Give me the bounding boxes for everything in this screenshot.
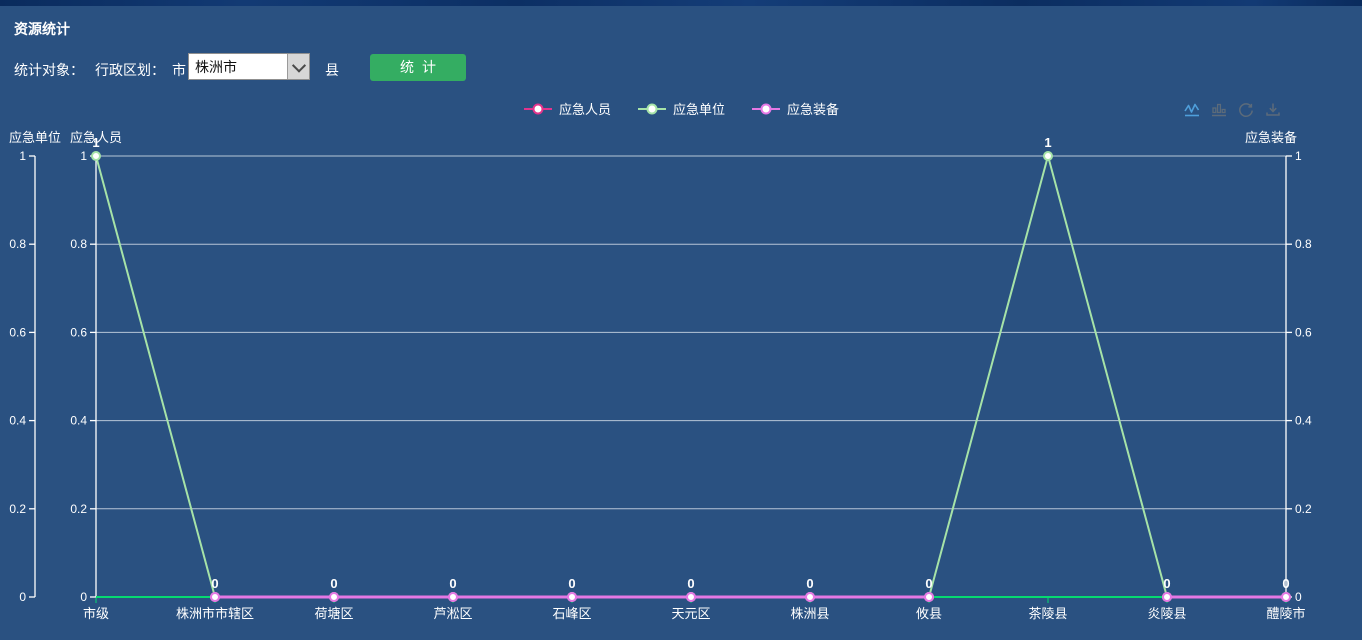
legend-item-label: 应急单位 [672, 102, 725, 117]
y-axis-tick-label: 0.6 [9, 325, 26, 339]
x-axis-label: 茶陵县 [1028, 606, 1067, 621]
legend-marker-icon [637, 103, 666, 114]
legend-item-unit[interactable]: 应急单位 [637, 99, 725, 118]
data-point-label: 0 [449, 576, 456, 591]
city-select-value: 株洲市 [195, 58, 237, 75]
data-point-label: 0 [211, 576, 218, 591]
legend-item-personnel[interactable]: 应急人员 [523, 99, 611, 118]
data-point-label: 0 [925, 576, 932, 591]
y-axis-tick-label: 0 [1295, 590, 1302, 604]
county-label: 县 [325, 62, 339, 78]
x-axis-label: 株洲市市辖区 [176, 606, 254, 621]
x-axis-label: 攸县 [916, 606, 942, 621]
y-axis-tick-label: 1 [19, 149, 26, 163]
top-navigation-strip [0, 0, 1362, 6]
data-point-marker-equipment [1281, 592, 1291, 602]
y-axis-tick-label: 1 [1295, 149, 1302, 163]
y-axis-tick-label: 0.4 [70, 414, 87, 428]
y-axis-tick-label: 0.8 [9, 237, 26, 251]
x-axis-label: 芦淞区 [433, 606, 472, 621]
legend-item-label: 应急人员 [558, 102, 611, 117]
y-axis-tick-label: 0.4 [1295, 414, 1312, 428]
data-point-marker-equipment [210, 592, 220, 602]
data-point-label: 0 [330, 576, 337, 591]
x-axis-label: 荷塘区 [314, 606, 353, 621]
legend-marker-icon [523, 103, 552, 114]
statistics-button[interactable]: 统计 [370, 54, 466, 81]
x-axis-label: 株洲县 [790, 606, 829, 621]
data-point-marker-unit [91, 151, 101, 161]
data-point-marker-equipment [1162, 592, 1172, 602]
x-axis-label: 天元区 [671, 606, 710, 621]
y-axis-name: 应急人员 [70, 130, 122, 145]
chart-legend: 应急人员 应急单位 应急装备 [0, 99, 1362, 118]
switch-to-line-chart-icon[interactable] [1183, 101, 1201, 119]
x-axis-label: 市级 [83, 606, 109, 621]
data-point-marker-equipment [924, 592, 934, 602]
data-point-marker-equipment [329, 592, 339, 602]
select-arrow-area[interactable] [287, 54, 309, 79]
y-axis-tick-label: 0.6 [1295, 325, 1312, 339]
data-point-marker-equipment [567, 592, 577, 602]
data-point-marker-unit [1043, 151, 1053, 161]
save-as-image-icon[interactable] [1264, 101, 1282, 119]
data-point-label: 0 [1282, 576, 1289, 591]
legend-marker-icon [752, 103, 780, 114]
restore-icon[interactable] [1237, 101, 1255, 119]
page-title: 资源统计 [14, 21, 70, 37]
x-axis-label: 炎陵县 [1147, 606, 1186, 621]
y-axis-tick-label: 0.4 [9, 414, 26, 428]
series-line-unit [95, 155, 1287, 598]
x-axis-label: 石峰区 [552, 606, 591, 621]
y-axis-tick-label: 0.2 [9, 502, 26, 516]
y-axis-tick-label: 0.2 [70, 502, 87, 516]
y-axis-tick-label: 0.8 [1295, 237, 1312, 251]
legend-item-label: 应急装备 [787, 102, 840, 117]
y-axis-tick-label: 0 [80, 590, 87, 604]
data-point-label: 0 [806, 576, 813, 591]
data-point-label: 0 [687, 576, 694, 591]
y-axis-tick-label: 0.6 [70, 325, 87, 339]
data-point-marker-equipment [805, 592, 815, 602]
y-axis-tick-label: 1 [80, 149, 87, 163]
city-select[interactable]: 株洲市 [188, 53, 310, 80]
y-axis-tick-label: 0 [19, 590, 26, 604]
chart-toolbox [1183, 101, 1282, 119]
y-axis-name: 应急单位 [9, 130, 61, 145]
data-point-label: 1 [1044, 135, 1051, 150]
admin-division-label: 行政区划： [95, 62, 165, 78]
legend-item-equipment[interactable]: 应急装备 [751, 99, 839, 118]
y-axis-tick-label: 0.8 [70, 237, 87, 251]
stat-object-label: 统计对象： [14, 62, 84, 78]
data-point-label: 0 [1163, 576, 1170, 591]
x-axis-label: 醴陵市 [1266, 606, 1305, 621]
data-point-label: 1 [92, 135, 99, 150]
data-point-marker-equipment [448, 592, 458, 602]
y-axis-tick-label: 0.2 [1295, 502, 1312, 516]
city-label: 市 [172, 62, 186, 78]
data-point-marker-equipment [686, 592, 696, 602]
data-point-label: 0 [568, 576, 575, 591]
switch-to-bar-chart-icon[interactable] [1210, 101, 1228, 119]
y-axis-name: 应急装备 [1245, 130, 1297, 145]
